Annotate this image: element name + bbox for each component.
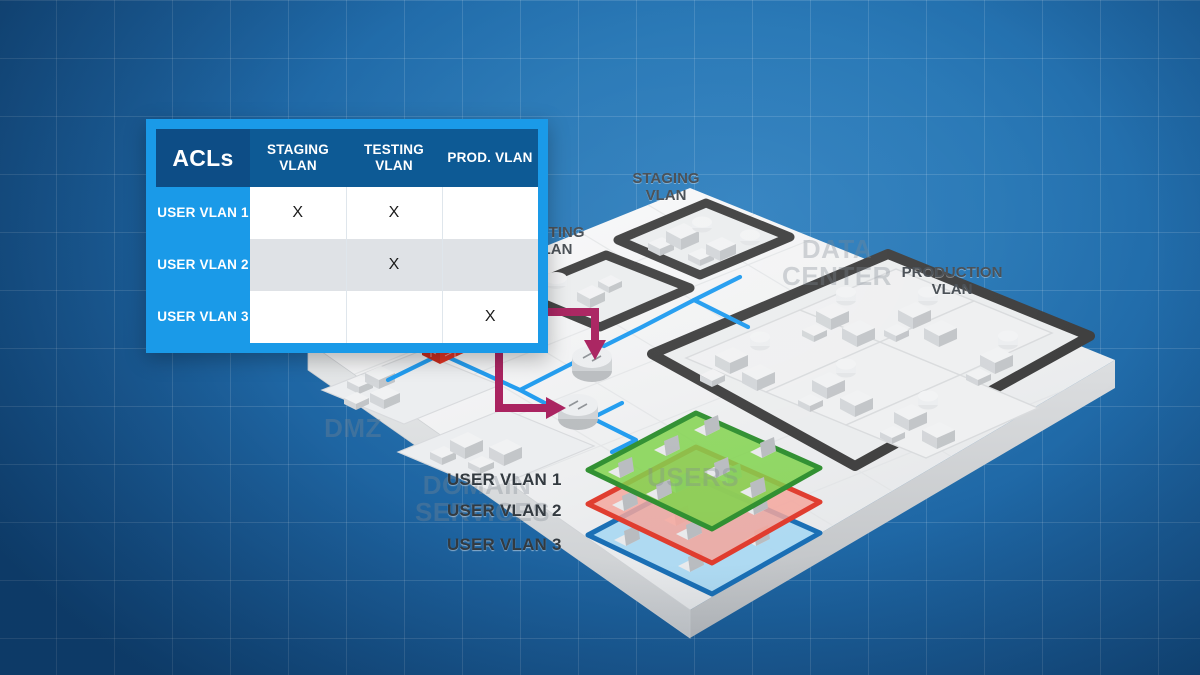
users-ghost: USERS: [646, 462, 740, 492]
acl-cell-r3c3: X: [441, 291, 538, 343]
acl-cell-r2c2: X: [345, 239, 442, 291]
acl-cell-r2c1: [250, 239, 346, 291]
acl-column-testing-vlan: TESTING VLAN: [346, 129, 442, 187]
domain-services-ghost: DOMAIN SERVICES: [415, 470, 551, 528]
staging-vlan-zone: [613, 198, 795, 280]
testing-servers: [545, 272, 622, 308]
acl-table-panel: ACLs STAGING VLAN TESTING VLAN PROD. VLA…: [146, 119, 548, 353]
router-icon-top: [572, 346, 612, 382]
acl-column-prod-vlan: PROD. VLAN: [442, 129, 538, 187]
router-icon-bottom: [558, 394, 598, 430]
acl-cell-r3c2: [345, 291, 442, 343]
network-links: [385, 274, 751, 455]
staging-vlan-label: STAGING VLAN: [632, 170, 700, 204]
production-servers: [700, 286, 1018, 449]
production-vlan-zone: [647, 249, 1095, 471]
table-row: USER VLAN 2 X: [156, 239, 538, 291]
user-vlan-2-label: USER VLAN 2: [447, 501, 562, 520]
acl-title: ACLs: [156, 129, 250, 187]
acl-cell-r1c1: X: [250, 187, 346, 239]
data-center-ghost: DATA CENTER: [782, 234, 892, 292]
user-vlan-1-label: USER VLAN 1: [447, 470, 562, 489]
acl-cell-r1c3: [441, 187, 538, 239]
dmz-zone: [320, 351, 502, 425]
acl-row-label-user-vlan-3: USER VLAN 3: [156, 291, 250, 343]
acl-cell-r3c1: [250, 291, 346, 343]
staging-servers: [648, 216, 760, 266]
acl-column-staging-vlan: STAGING VLAN: [250, 129, 346, 187]
domain-servers: [430, 432, 522, 474]
table-row: USER VLAN 1 X X: [156, 187, 538, 239]
acl-header-row: ACLs STAGING VLAN TESTING VLAN PROD. VLA…: [156, 129, 538, 187]
dmz-servers: [344, 366, 400, 410]
domain-services-zone: [396, 408, 596, 491]
acl-table: ACLs STAGING VLAN TESTING VLAN PROD. VLA…: [156, 129, 538, 343]
acl-row-label-user-vlan-1: USER VLAN 1: [156, 187, 250, 239]
user-vlan-1-plane: [585, 410, 823, 532]
acl-cell-r1c2: X: [345, 187, 442, 239]
user-vlan-3-label: USER VLAN 3: [447, 535, 562, 554]
production-vlan-label: PRODUCTION VLAN: [901, 264, 1003, 298]
dmz-ghost: DMZ: [324, 413, 382, 443]
acl-row-label-user-vlan-2: USER VLAN 2: [156, 239, 250, 291]
acl-cell-r2c3: [441, 239, 538, 291]
table-row: USER VLAN 3 X: [156, 291, 538, 343]
user-vlan-1-laptops: [608, 415, 776, 500]
